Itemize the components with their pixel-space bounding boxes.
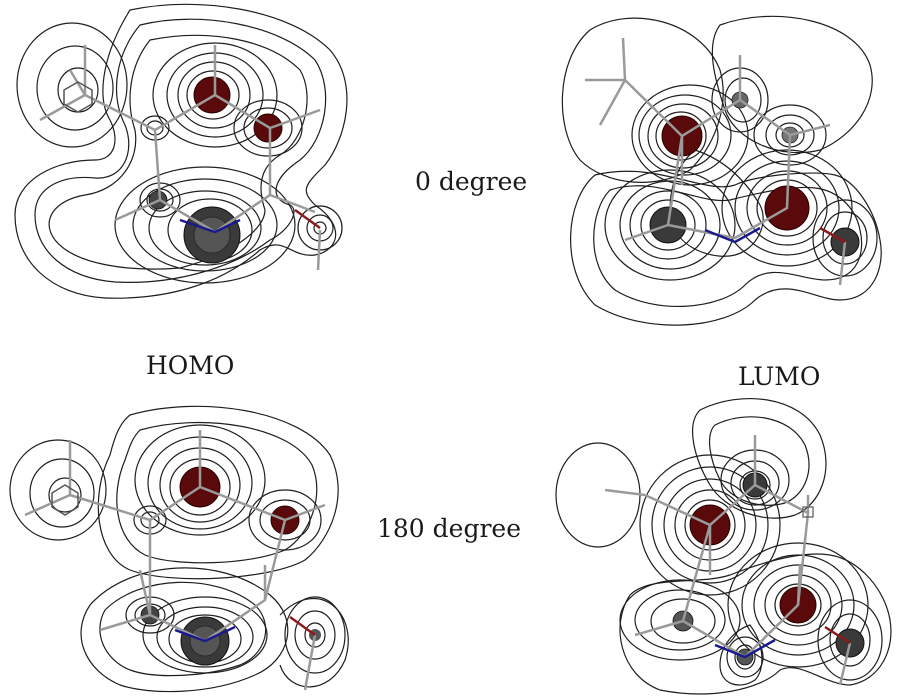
molecular-skeleton <box>24 430 326 691</box>
orbital-label-homo: HOMO <box>146 351 235 380</box>
homo-0-degree-svg <box>14 3 348 299</box>
molecular-skeleton <box>604 435 852 686</box>
lumo-180-degree-svg <box>555 397 892 695</box>
homo-outer-contour <box>14 3 348 299</box>
angle-label-180-degree: 180 degree <box>377 514 522 543</box>
angle-label-0-degree: 0 degree <box>415 167 528 196</box>
molecular-skeleton <box>39 45 322 271</box>
homo-180-degree-contour-plot <box>0 395 370 699</box>
molecular-skeleton <box>585 37 847 286</box>
lumo-0-degree-contour-plot <box>555 10 900 340</box>
lumo-0-degree-svg <box>561 15 882 326</box>
orbital-label-lumo: LUMO <box>738 362 821 391</box>
lumo-180-degree-contour-plot <box>550 395 900 699</box>
positive-lobe-1 <box>193 76 231 114</box>
homo-0-degree-contour-plot <box>0 0 370 330</box>
homo-180-degree-svg <box>9 405 349 693</box>
